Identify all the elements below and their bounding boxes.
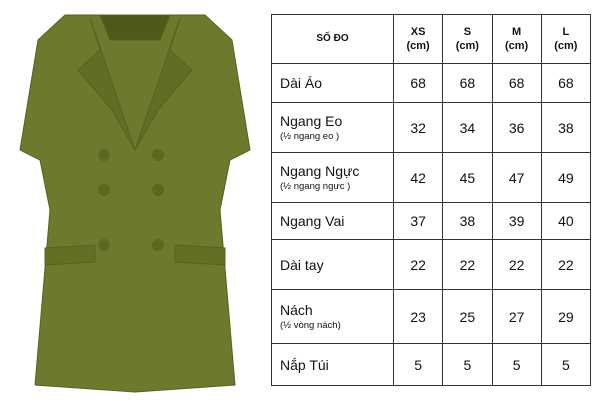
header-label: SỐ ĐO	[316, 33, 349, 44]
measurement-name: Nắp Túi	[280, 356, 329, 373]
table-row: Dài Áo 68 68 68 68	[271, 63, 592, 103]
size-value: 38	[442, 202, 493, 240]
size-value: 29	[540, 289, 592, 344]
measurement-label: Ngang Eo (½ ngang eo )	[271, 102, 394, 153]
size-value: 36	[491, 102, 542, 153]
table-row: Ngang Vai 37 38 39 40	[271, 202, 592, 240]
size-value: 68	[540, 63, 592, 103]
measurement-name: Ngang Vai	[280, 213, 345, 229]
size-value: 68	[392, 63, 444, 103]
measurement-label: Nách (½ vòng nách)	[271, 289, 394, 344]
measurement-label: Ngang Ngực (½ ngang ngực )	[271, 152, 394, 203]
measurement-label: Dài tay	[271, 239, 394, 290]
size-value: 27	[491, 289, 542, 344]
header-label: XS	[410, 26, 426, 38]
table-row: Ngang Ngực (½ ngang ngực ) 42 45 47 49	[271, 152, 592, 203]
size-value: 45	[442, 152, 493, 203]
header-size-s: S (cm)	[442, 14, 493, 64]
size-value: 32	[392, 102, 444, 153]
size-value: 39	[491, 202, 542, 240]
measurement-name: Dài Áo	[280, 75, 323, 91]
size-value: 22	[442, 239, 493, 290]
table-row: Nắp Túi 5 5 5 5	[271, 343, 592, 386]
table-row: Dài tay 22 22 22 22	[271, 239, 592, 290]
size-value: 47	[491, 152, 542, 203]
size-value: 22	[392, 239, 444, 290]
size-value: 38	[540, 102, 592, 153]
header-size-xs: XS (cm)	[392, 14, 444, 64]
header-measurement: SỐ ĐO	[271, 14, 394, 64]
size-value: 22	[540, 239, 592, 290]
header-unit: (cm)	[505, 40, 529, 52]
header-size-l: L (cm)	[540, 14, 592, 64]
size-value: 34	[442, 102, 493, 153]
measurement-name: Ngang Ngực	[280, 163, 360, 179]
size-value: 22	[491, 239, 542, 290]
size-value: 49	[540, 152, 592, 203]
table-row: Ngang Eo (½ ngang eo ) 32 34 36 38	[271, 102, 592, 153]
size-value: 5	[442, 343, 493, 386]
size-value: 5	[491, 343, 542, 386]
blazer-image	[19, 14, 251, 393]
header-label: S	[463, 26, 472, 38]
size-chart-table: SỐ ĐO XS (cm) S (cm) M (cm) L (cm) Dài Áo 68 6…	[271, 14, 592, 386]
header-size-m: M (cm)	[491, 14, 542, 64]
measurement-name: Dài tay	[280, 256, 324, 273]
size-value: 40	[540, 202, 592, 240]
table-header-row: SỐ ĐO XS (cm) S (cm) M (cm) L (cm)	[271, 14, 592, 64]
measurement-label: Ngang Vai	[271, 202, 394, 240]
measurement-note: (½ vòng nách)	[280, 320, 341, 331]
header-unit: (cm)	[406, 40, 430, 52]
measurement-note: (½ ngang ngực )	[280, 181, 351, 192]
measurement-name: Nách	[280, 302, 313, 318]
size-value: 5	[540, 343, 592, 386]
size-value: 42	[392, 152, 444, 203]
measurement-name: Ngang Eo	[280, 113, 343, 129]
size-value: 37	[392, 202, 444, 240]
measurement-label: Nắp Túi	[271, 343, 394, 386]
header-label: M	[512, 26, 522, 38]
size-value: 68	[442, 63, 493, 103]
measurement-label: Dài Áo	[271, 63, 394, 103]
size-value: 5	[392, 343, 444, 386]
measurement-note: (½ ngang eo )	[280, 131, 340, 142]
header-unit: (cm)	[554, 40, 578, 52]
size-value: 25	[442, 289, 493, 344]
header-label: L	[562, 26, 570, 38]
table-row: Nách (½ vòng nách) 23 25 27 29	[271, 289, 592, 344]
header-unit: (cm)	[455, 40, 479, 52]
size-value: 23	[392, 289, 444, 344]
size-value: 68	[491, 63, 542, 103]
